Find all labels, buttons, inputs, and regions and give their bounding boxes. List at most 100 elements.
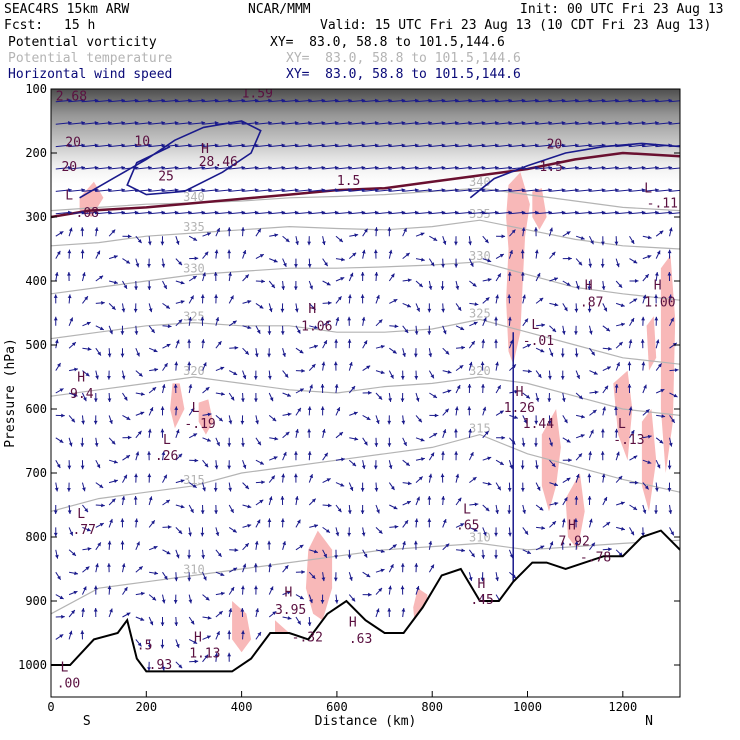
wind-arrowhead [668,227,673,232]
wind-arrowhead [87,547,92,551]
wind-arrowhead [601,98,606,103]
wind-arrowhead [427,331,432,335]
wind-arrowhead [566,438,571,443]
pv-label: H [77,370,85,385]
wind-arrowhead [148,210,152,215]
wind-arrowhead [513,415,518,419]
wind-arrowhead [481,143,486,148]
wind-arrowhead [151,328,155,333]
wind-arrowhead [133,496,138,500]
wind-arrowhead [321,429,326,433]
wind-arrowhead [255,420,259,425]
wind-arrowhead [200,294,205,298]
pv-shaded-region [506,172,530,365]
wind-arrowhead [188,316,192,321]
wind-arrowhead [566,231,571,235]
wind-arrowhead [254,121,259,125]
wind-arrowhead [174,121,179,125]
wind-arrowhead [374,143,379,148]
wind-arrowhead [245,350,249,355]
wind-arrowhead [53,510,58,514]
wind-arrowhead [307,406,312,411]
pv-label: L [163,433,171,448]
wind-arrowhead [334,121,339,125]
wind-arrowhead [94,227,99,232]
wind-arrowhead [551,251,556,256]
pv-label: 1.5 [337,174,360,189]
pv-label: 9.4 [70,387,94,402]
wind-arrowhead [147,428,152,433]
theta-contour-320 [51,376,680,416]
wind-arrowhead [71,551,76,556]
wind-arrowhead [188,143,192,148]
wind-arrowhead [134,121,139,125]
wind-arrowhead [241,398,245,402]
wind-arrowhead [174,188,179,193]
wind-arrowhead [481,210,486,215]
wind-arrowhead [308,98,312,103]
wind-arrowhead [204,654,209,659]
wind-arrowhead [628,406,633,411]
wind-arrowhead [123,284,127,289]
wind-arrowhead [187,361,192,366]
wind-arrowhead [274,436,279,441]
center-name: NCAR/MMM [248,2,311,17]
y-axis-label: Pressure (hPa) [3,338,18,448]
wind-arrowhead [254,210,259,215]
wind-arrowhead [59,595,64,599]
wind-arrowhead [401,143,406,148]
wind-arrowhead [353,411,358,416]
wind-arrowhead [378,319,383,324]
wind-arrowhead [267,331,272,335]
wind-arrowhead [311,498,316,503]
wind-arrowhead [285,238,290,243]
wind-arrowhead [68,98,72,103]
wind-arrowhead [682,211,686,215]
wind-arrowhead [254,165,259,170]
wind-arrowhead [588,518,593,523]
wind-arrowhead [281,473,286,478]
wind-arrowhead [574,331,578,335]
wind-arrowhead [241,165,246,170]
wind-arrowhead [214,98,219,103]
wind-arrowhead [174,361,179,366]
wind-arrowhead [80,249,85,254]
wind-arrowhead [138,566,143,571]
wind-arrowhead [521,165,526,170]
wind-arrowhead [655,210,659,215]
wind-arrowhead [295,428,299,433]
wind-arrowhead [674,368,679,373]
wind-arrowhead [213,272,218,276]
wind-arrowhead [588,121,593,125]
wind-arrowhead [323,553,327,558]
wind-arrowhead [121,121,126,125]
wind-arrowhead [214,249,219,254]
wind-arrowhead [347,555,352,559]
wind-arrowhead [578,453,583,458]
wind-arrowhead [140,617,145,621]
wind-arrowhead [575,143,579,148]
wind-arrowhead [216,228,220,233]
wind-arrowhead [56,250,61,255]
wind-arrowhead [494,532,498,537]
wind-arrowhead [121,165,126,170]
wind-arrowhead [268,165,272,170]
wind-arrowhead [655,339,660,344]
wind-arrowhead [455,285,460,290]
wind-arrowhead [588,188,593,193]
wind-arrowhead [109,608,113,613]
wind-arrowhead [534,143,539,148]
wind-arrowhead [548,165,553,170]
wind-arrowhead [481,121,486,125]
wind-arrowhead [294,188,299,193]
wind-arrowhead [242,375,247,380]
wind-arrowhead [256,519,261,524]
wind-arrowhead [374,272,379,276]
wind-arrowhead [257,631,262,636]
wind-arrowhead [401,210,406,215]
wind-arrowhead [447,389,452,394]
wind-arrowhead [137,239,142,244]
wind-arrowhead [174,622,179,626]
theta-contour-325 [51,318,680,365]
wind-arrowhead [152,596,157,601]
